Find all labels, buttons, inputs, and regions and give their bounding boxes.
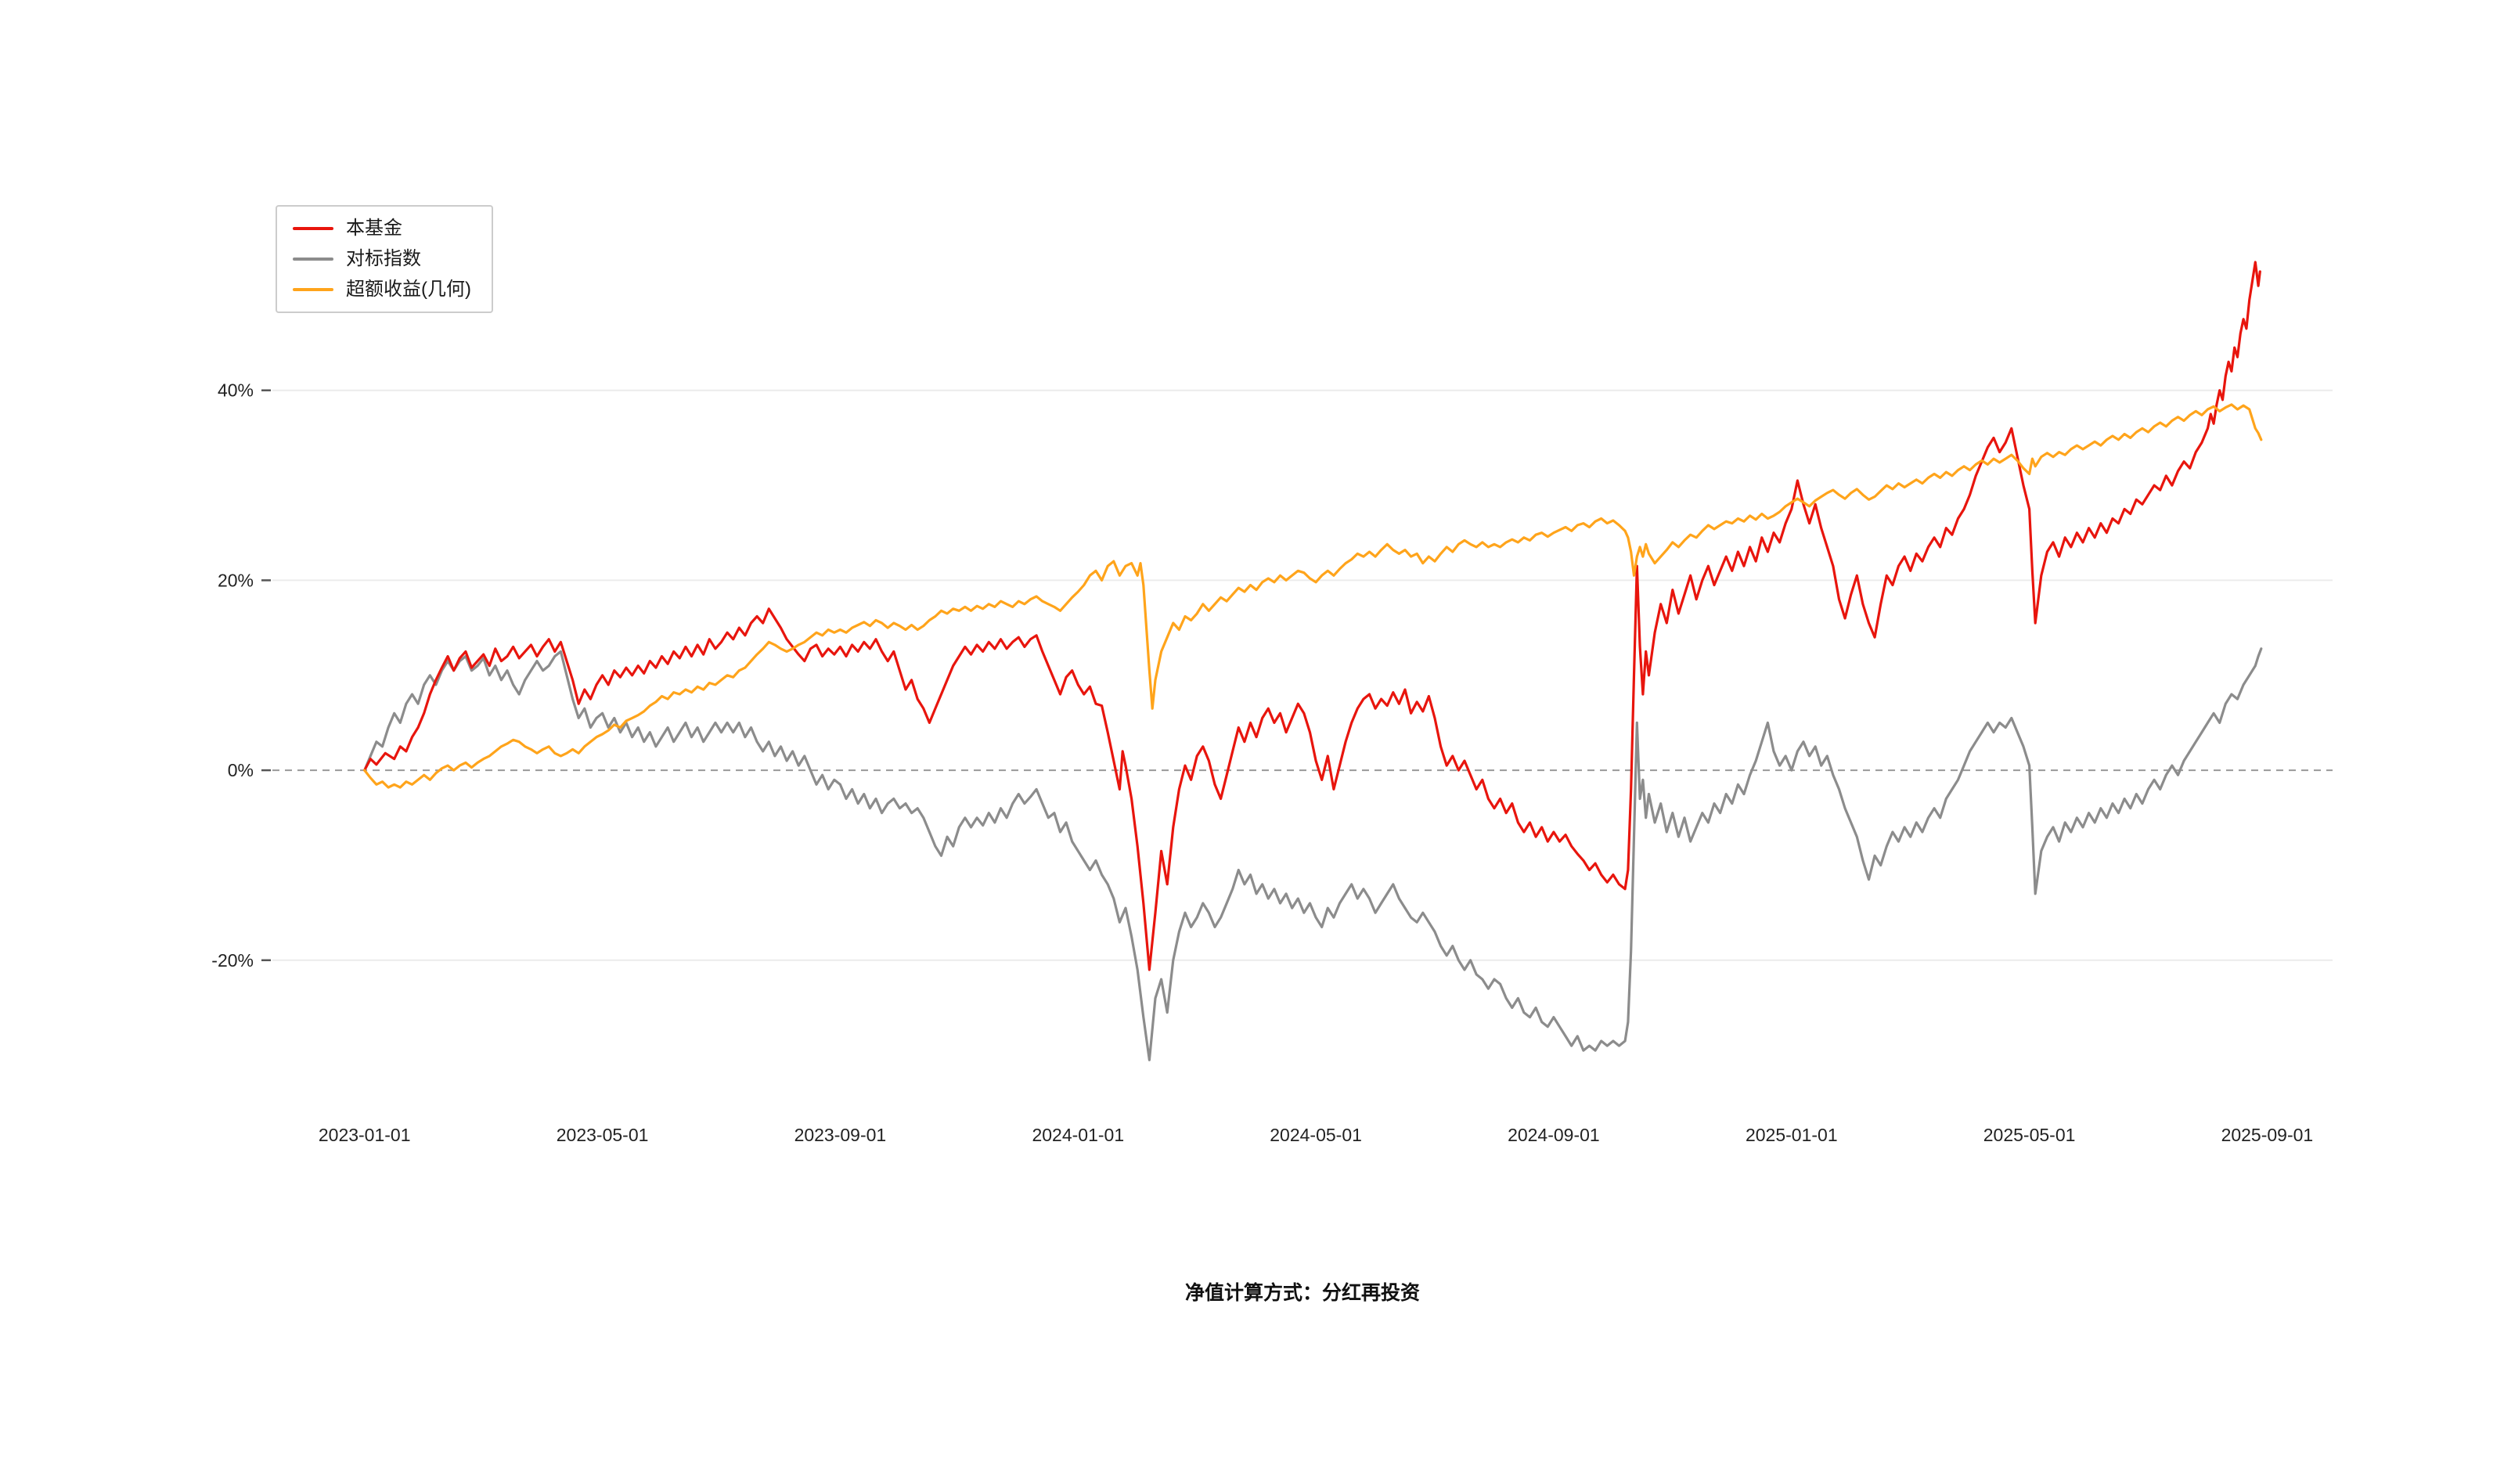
x-tick-label: 2025-05-01 — [1983, 1125, 2076, 1145]
x-tick-label: 2023-05-01 — [557, 1125, 649, 1145]
legend-label-excess: 超额收益(几何) — [346, 279, 471, 300]
legend-swatch — [293, 258, 333, 261]
legend-swatch — [293, 227, 333, 230]
y-tick-label: 40% — [218, 380, 254, 401]
x-tick-label: 2023-09-01 — [794, 1125, 887, 1145]
legend-item-fund: 本基金 — [293, 219, 471, 238]
chart-legend: 本基金 对标指数 超额收益(几何) — [276, 205, 493, 313]
chart-caption: 净值计算方式：分红再投资 — [1184, 1282, 1420, 1304]
legend-swatch — [293, 288, 333, 291]
legend-label-fund: 本基金 — [346, 218, 402, 239]
x-tick-label: 2024-09-01 — [1508, 1125, 1600, 1145]
legend-label-benchmark: 对标指数 — [346, 248, 421, 269]
x-tick-label: 2024-01-01 — [1032, 1125, 1124, 1145]
y-tick-label: -20% — [211, 950, 254, 971]
x-tick-label: 2024-05-01 — [1270, 1125, 1362, 1145]
legend-item-benchmark: 对标指数 — [293, 250, 471, 268]
x-tick-label: 2025-09-01 — [2221, 1125, 2314, 1145]
x-tick-label: 2025-01-01 — [1746, 1125, 1838, 1145]
series-line-2 — [363, 403, 2263, 789]
y-tick-label: 20% — [218, 570, 254, 590]
series-line-1 — [363, 261, 2261, 971]
series-line-0 — [363, 647, 2263, 1061]
legend-item-excess: 超额收益(几何) — [293, 280, 471, 299]
y-tick-label: 0% — [228, 760, 254, 780]
x-tick-label: 2023-01-01 — [319, 1125, 411, 1145]
